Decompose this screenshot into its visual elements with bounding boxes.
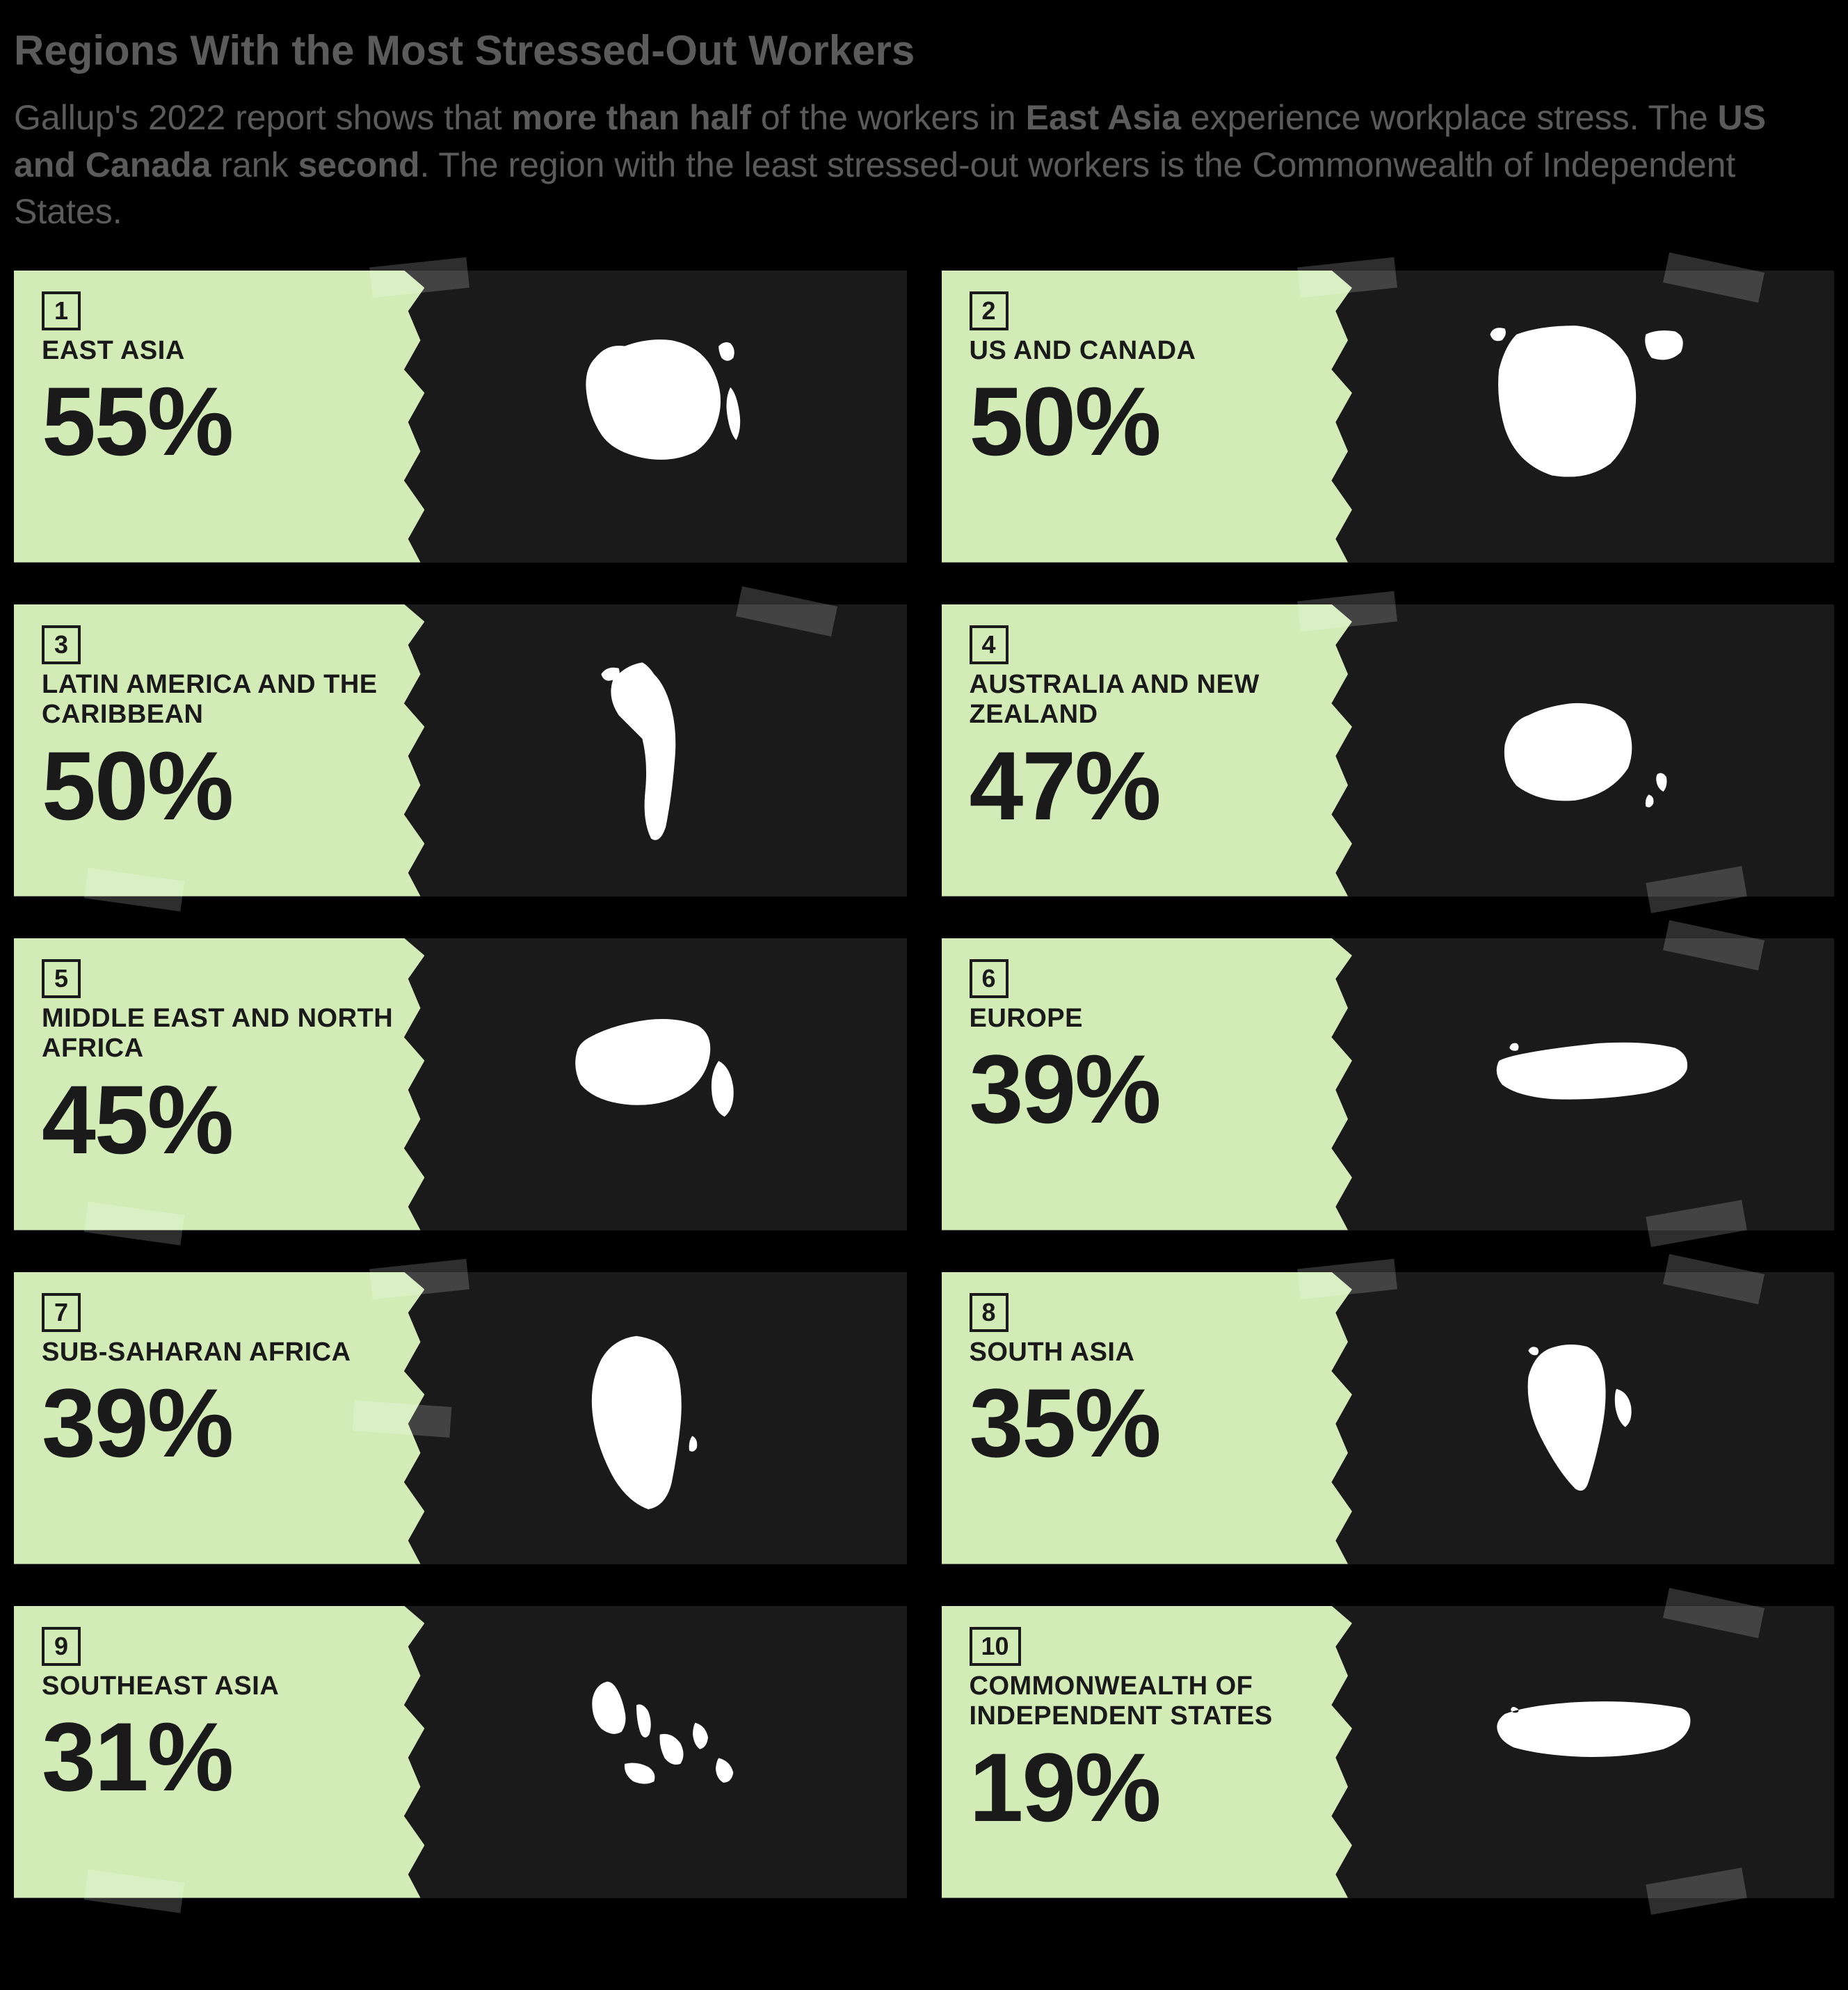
region-panel: 10 COMMONWEALTH OF INDEPENDENT STATES 19% [942, 1606, 1352, 1898]
map-panel [1352, 1606, 1834, 1898]
region-percent: 55% [42, 373, 403, 470]
region-percent: 45% [42, 1071, 403, 1169]
map-southeast-asia-icon [484, 1646, 847, 1858]
region-percent: 50% [970, 373, 1331, 470]
region-percent: 31% [42, 1708, 403, 1806]
map-oceania-icon [1411, 645, 1774, 856]
map-cis-icon [1411, 1646, 1774, 1858]
map-north-america-icon [1411, 311, 1774, 522]
map-latin-america-icon [484, 645, 847, 856]
subtitle-text: experience workplace stress. The [1181, 98, 1718, 137]
rank-box: 6 [970, 959, 1009, 998]
map-panel [424, 1272, 906, 1564]
map-africa-icon [484, 1313, 847, 1524]
region-name: SOUTHEAST ASIA [42, 1671, 403, 1702]
region-card: 7 SUB-SAHARAN AFRICA 39% [14, 1272, 907, 1564]
subtitle-text: rank [211, 145, 298, 184]
region-percent: 47% [970, 737, 1331, 835]
rank-box: 4 [970, 625, 1009, 664]
region-card: 5 MIDDLE EAST AND NORTH AFRICA 45% [14, 938, 907, 1230]
region-panel: 9 SOUTHEAST ASIA 31% [14, 1606, 424, 1898]
region-panel: 3 LATIN AMERICA AND THE CARIBBEAN 50% [14, 604, 424, 897]
rank-box: 7 [42, 1293, 81, 1332]
region-card: 2 US AND CANADA 50% [942, 271, 1835, 563]
tape-decoration [352, 1400, 451, 1438]
region-panel: 4 AUSTRALIA AND NEW ZEALAND 47% [942, 604, 1352, 897]
region-card: 6 EUROPE 39% [942, 938, 1835, 1230]
rank-box: 2 [970, 291, 1009, 330]
region-panel: 6 EUROPE 39% [942, 938, 1352, 1230]
region-name: EUROPE [970, 1004, 1331, 1034]
map-panel [1352, 604, 1834, 897]
rank-box: 5 [42, 959, 81, 998]
rank-box: 9 [42, 1627, 81, 1666]
region-panel: 1 EAST ASIA 55% [14, 271, 424, 563]
subtitle-bold: East Asia [1026, 98, 1181, 137]
region-name: MIDDLE EAST AND NORTH AFRICA [42, 1004, 403, 1064]
infographic-title: Regions With the Most Stressed-Out Worke… [14, 28, 1834, 74]
subtitle-text: of the workers in [751, 98, 1026, 137]
region-panel: 8 SOUTH ASIA 35% [942, 1272, 1352, 1564]
map-south-asia-icon [1411, 1313, 1774, 1524]
rank-box: 10 [970, 1627, 1021, 1666]
map-panel [424, 1606, 906, 1898]
region-card: 10 COMMONWEALTH OF INDEPENDENT STATES 19% [942, 1606, 1835, 1898]
rank-box: 1 [42, 291, 81, 330]
map-east-asia-icon [484, 311, 847, 522]
region-card: 8 SOUTH ASIA 35% [942, 1272, 1835, 1564]
region-card: 1 EAST ASIA 55% [14, 271, 907, 563]
region-percent: 39% [42, 1374, 403, 1472]
region-percent: 19% [970, 1739, 1331, 1836]
region-name: US AND CANADA [970, 336, 1331, 367]
rank-box: 8 [970, 1293, 1009, 1332]
map-panel [1352, 938, 1834, 1230]
region-name: EAST ASIA [42, 336, 403, 367]
map-mena-icon [484, 979, 847, 1190]
subtitle-text: Gallup's 2022 report shows that [14, 98, 512, 137]
region-panel: 5 MIDDLE EAST AND NORTH AFRICA 45% [14, 938, 424, 1230]
region-percent: 39% [970, 1041, 1331, 1138]
regions-grid: 1 EAST ASIA 55% 2 US AND CANADA 50% 3 LATIN AME… [14, 271, 1834, 1898]
region-percent: 50% [42, 737, 403, 835]
region-card: 9 SOUTHEAST ASIA 31% [14, 1606, 907, 1898]
map-panel [424, 271, 906, 563]
region-name: SUB-SAHARAN AFRICA [42, 1338, 403, 1368]
infographic-subtitle: Gallup's 2022 report shows that more tha… [14, 95, 1834, 236]
map-europe-icon [1411, 979, 1774, 1190]
region-percent: 35% [970, 1374, 1331, 1472]
rank-box: 3 [42, 625, 81, 664]
region-card: 4 AUSTRALIA AND NEW ZEALAND 47% [942, 604, 1835, 897]
region-name: SOUTH ASIA [970, 1338, 1331, 1368]
region-name: AUSTRALIA AND NEW ZEALAND [970, 670, 1331, 730]
region-name: COMMONWEALTH OF INDEPENDENT STATES [970, 1671, 1331, 1732]
map-panel [424, 938, 906, 1230]
region-name: LATIN AMERICA AND THE CARIBBEAN [42, 670, 403, 730]
subtitle-bold: second [298, 145, 419, 184]
subtitle-bold: more than half [512, 98, 751, 137]
region-card: 3 LATIN AMERICA AND THE CARIBBEAN 50% [14, 604, 907, 897]
map-panel [424, 604, 906, 897]
region-panel: 2 US AND CANADA 50% [942, 271, 1352, 563]
map-panel [1352, 1272, 1834, 1564]
map-panel [1352, 271, 1834, 563]
